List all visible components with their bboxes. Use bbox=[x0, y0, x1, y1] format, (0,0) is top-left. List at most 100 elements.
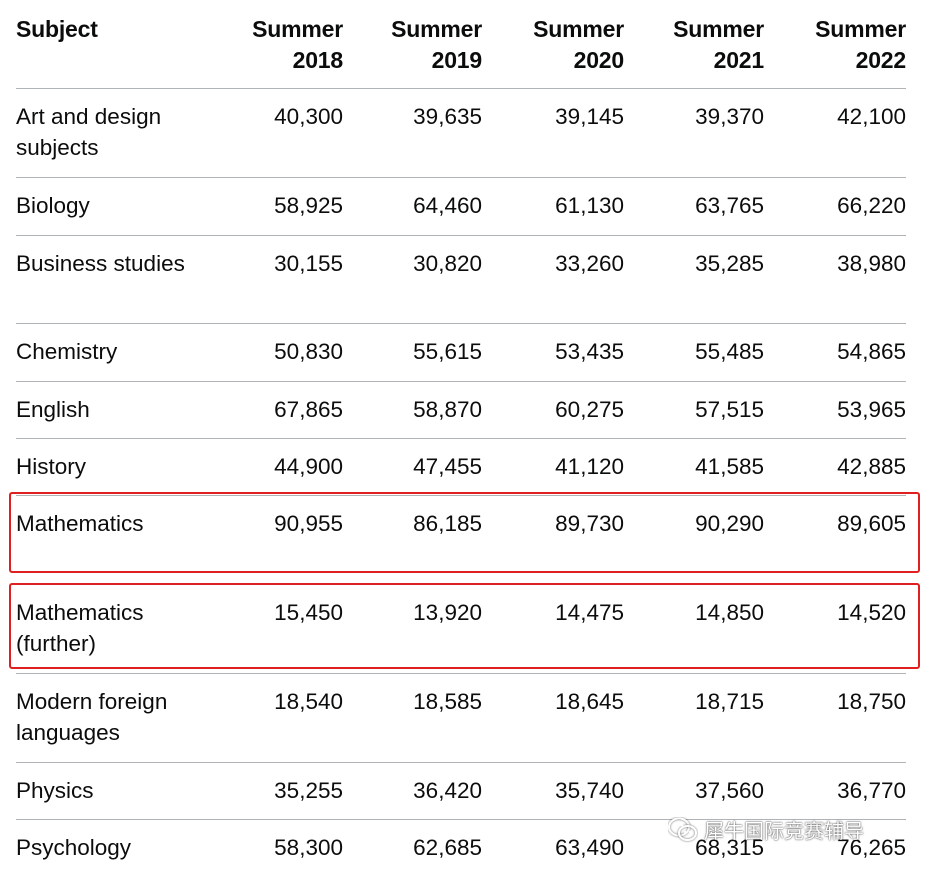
watermark: 犀牛国际竞赛辅导 bbox=[668, 815, 864, 844]
cell-subject: Physics bbox=[16, 763, 204, 819]
cell-subject: Business studies bbox=[16, 236, 204, 323]
header-2022-line1: Summer bbox=[815, 16, 906, 42]
cell-value: 30,155 bbox=[274, 251, 343, 276]
subject-line: Psychology bbox=[16, 835, 132, 860]
cell-value: 14,475 bbox=[555, 600, 624, 625]
header-subject-label: Subject bbox=[16, 16, 98, 42]
cell-value: 58,300 bbox=[274, 835, 343, 860]
cell-subject: Chemistry bbox=[16, 324, 204, 381]
cell-value: 89,605 bbox=[837, 511, 906, 536]
header-2021: Summer 2021 bbox=[624, 14, 764, 88]
table-row: Chemistry 50,830 55,615 53,435 55,485 54… bbox=[16, 324, 906, 382]
cell-value: 18,585 bbox=[413, 689, 482, 714]
subject-line: Physics bbox=[16, 778, 94, 803]
subject-line: Art and design bbox=[16, 104, 162, 129]
cell-value: 15,450 bbox=[274, 600, 343, 625]
cell-value: 90,290 bbox=[695, 511, 764, 536]
cell-subject: Psychology bbox=[16, 820, 204, 878]
cell-value: 67,865 bbox=[274, 397, 343, 422]
table-row: Modern foreign languages 18,540 18,585 1… bbox=[16, 674, 906, 763]
cell-subject: Modern foreign languages bbox=[16, 674, 204, 762]
table-row: Art and design subjects 40,300 39,635 39… bbox=[16, 89, 906, 178]
header-2022: Summer 2022 bbox=[764, 14, 906, 88]
table-row: Business studies 30,155 30,820 33,260 35… bbox=[16, 236, 906, 324]
cell-value: 14,850 bbox=[695, 600, 764, 625]
cell-value: 66,220 bbox=[837, 193, 906, 218]
subject-line: Mathematics bbox=[16, 511, 144, 536]
header-2019-line2: 2019 bbox=[431, 47, 483, 73]
table-row: Mathematics 90,955 86,185 89,730 90,290 … bbox=[16, 496, 906, 585]
header-2021-line2: 2021 bbox=[713, 47, 765, 73]
table-row: Physics 35,255 36,420 35,740 37,560 36,7… bbox=[16, 763, 906, 820]
cell-value: 39,145 bbox=[555, 104, 624, 129]
cell-value: 35,255 bbox=[274, 778, 343, 803]
cell-value: 36,770 bbox=[837, 778, 906, 803]
header-2020-line1: Summer bbox=[533, 16, 624, 42]
cell-value: 58,870 bbox=[413, 397, 482, 422]
cell-value: 64,460 bbox=[413, 193, 482, 218]
table-row: Mathematics (further) 15,450 13,920 14,4… bbox=[16, 585, 906, 674]
data-table: Subject Summer 2018 Summer 2019 Summer 2… bbox=[16, 14, 906, 878]
cell-value: 39,635 bbox=[413, 104, 482, 129]
cell-value: 42,885 bbox=[837, 454, 906, 479]
cell-value: 44,900 bbox=[274, 454, 343, 479]
cell-subject: Biology bbox=[16, 178, 204, 235]
cell-value: 58,925 bbox=[274, 193, 343, 218]
cell-value: 18,750 bbox=[837, 689, 906, 714]
cell-value: 55,615 bbox=[413, 339, 482, 364]
subject-line: Business studies bbox=[16, 251, 185, 276]
cell-value: 90,955 bbox=[274, 511, 343, 536]
header-2022-line2: 2022 bbox=[855, 47, 907, 73]
cell-value: 68,315 bbox=[695, 835, 764, 860]
header-2018-line2: 2018 bbox=[292, 47, 344, 73]
cell-value: 57,515 bbox=[695, 397, 764, 422]
wechat-icon bbox=[668, 817, 697, 841]
header-2018: Summer 2018 bbox=[204, 14, 343, 88]
cell-value: 18,645 bbox=[555, 689, 624, 714]
cell-value: 18,540 bbox=[274, 689, 343, 714]
cell-value: 62,685 bbox=[413, 835, 482, 860]
cell-value: 13,920 bbox=[413, 600, 482, 625]
cell-value: 55,485 bbox=[695, 339, 764, 364]
cell-subject: History bbox=[16, 439, 204, 495]
header-subject: Subject bbox=[16, 14, 204, 88]
cell-value: 53,435 bbox=[555, 339, 624, 364]
watermark-text: 犀牛国际竞赛辅导 bbox=[704, 819, 864, 843]
cell-value: 86,185 bbox=[413, 511, 482, 536]
table-row: English 67,865 58,870 60,275 57,515 53,9… bbox=[16, 382, 906, 439]
cell-value: 40,300 bbox=[274, 104, 343, 129]
subject-line: Modern foreign bbox=[16, 689, 168, 714]
cell-value: 50,830 bbox=[274, 339, 343, 364]
cell-subject: Mathematics (further) bbox=[16, 585, 204, 673]
cell-value: 42,100 bbox=[837, 104, 906, 129]
cell-value: 61,130 bbox=[555, 193, 624, 218]
table-header-row: Subject Summer 2018 Summer 2019 Summer 2… bbox=[16, 14, 906, 89]
table-row: Psychology 58,300 62,685 63,490 68,315 7… bbox=[16, 820, 906, 878]
cell-value: 41,585 bbox=[695, 454, 764, 479]
subject-line: English bbox=[16, 397, 90, 422]
table-row: History 44,900 47,455 41,120 41,585 42,8… bbox=[16, 439, 906, 496]
cell-value: 37,560 bbox=[695, 778, 764, 803]
subject-line: Chemistry bbox=[16, 339, 118, 364]
cell-value: 38,980 bbox=[837, 251, 906, 276]
cell-value: 18,715 bbox=[695, 689, 764, 714]
cell-value: 54,865 bbox=[837, 339, 906, 364]
subject-line: Biology bbox=[16, 193, 90, 218]
cell-value: 35,740 bbox=[555, 778, 624, 803]
cell-value: 41,120 bbox=[555, 454, 624, 479]
header-2021-line1: Summer bbox=[673, 16, 764, 42]
header-2019-line1: Summer bbox=[391, 16, 482, 42]
cell-value: 39,370 bbox=[695, 104, 764, 129]
cell-value: 53,965 bbox=[837, 397, 906, 422]
cell-value: 35,285 bbox=[695, 251, 764, 276]
subject-line: Mathematics bbox=[16, 600, 144, 625]
subject-line: subjects bbox=[16, 135, 99, 160]
cell-value: 47,455 bbox=[413, 454, 482, 479]
cell-value: 14,520 bbox=[837, 600, 906, 625]
cell-subject: English bbox=[16, 382, 204, 438]
subject-line: languages bbox=[16, 720, 120, 745]
cell-value: 63,490 bbox=[555, 835, 624, 860]
cell-value: 36,420 bbox=[413, 778, 482, 803]
header-2020-line2: 2020 bbox=[573, 47, 625, 73]
cell-value: 33,260 bbox=[555, 251, 624, 276]
